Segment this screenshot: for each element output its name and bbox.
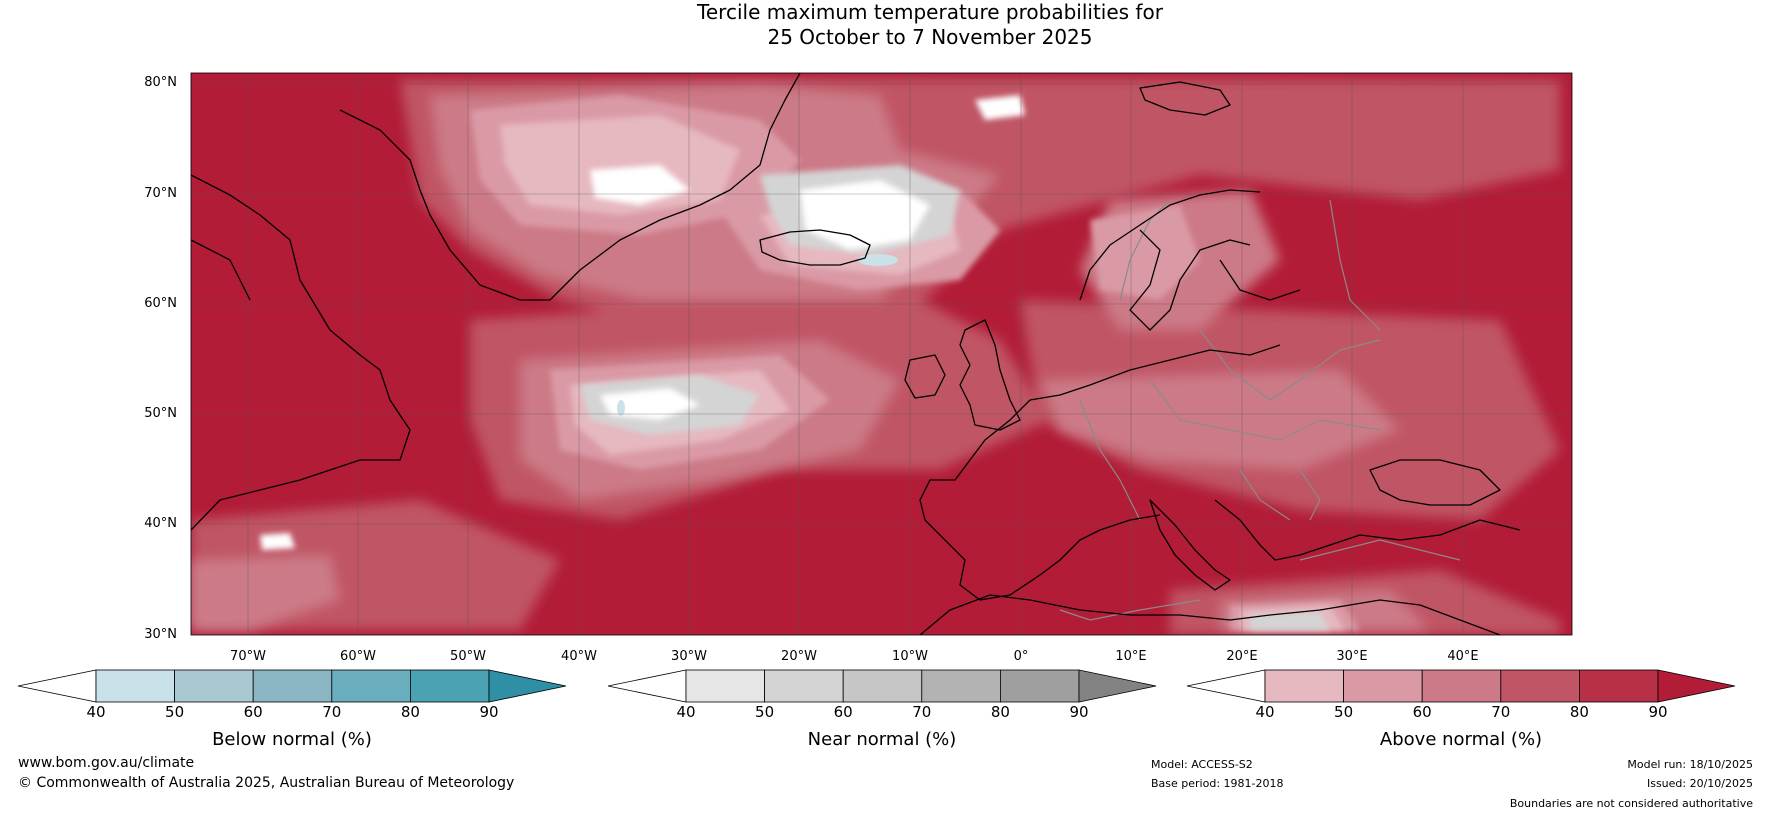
near-colorbar-low-extension <box>607 669 687 703</box>
below-colorbar-low-extension <box>17 669 97 703</box>
map-field <box>191 73 1572 635</box>
base-period-text: Base period: 1981-2018 <box>1151 777 1284 790</box>
above-colorbar-segment <box>1579 669 1659 703</box>
lat-label-30: 30°N <box>144 627 177 642</box>
lon-label-50w: 50°W <box>450 649 486 664</box>
website-link[interactable]: www.bom.gov.au/climate <box>18 755 195 771</box>
lat-label-50: 50°N <box>144 406 177 421</box>
near-colorbar-high-extension <box>1078 669 1157 703</box>
title-line-2: 25 October to 7 November 2025 <box>767 25 1093 49</box>
coastlines <box>191 73 1521 635</box>
below-normal-areas <box>617 254 898 416</box>
below-colorbar-segment <box>409 669 490 703</box>
model-text: Model: ACCESS-S2 <box>1151 758 1253 771</box>
near-colorbar-tick: 80 <box>990 703 1010 721</box>
lat-label-70: 70°N <box>144 186 177 201</box>
below-colorbar-segment <box>174 669 254 703</box>
lon-label-60w: 60°W <box>340 649 376 664</box>
country-borders <box>1059 199 1461 621</box>
lon-label-40e: 40°E <box>1447 649 1479 664</box>
copyright-text: © Commonwealth of Australia 2025, Austra… <box>18 775 515 791</box>
lon-label-20w: 20°W <box>781 649 817 664</box>
lon-label-70w: 70°W <box>230 649 266 664</box>
near-colorbar-tick: 60 <box>833 703 853 721</box>
lon-label-30e: 30°E <box>1336 649 1368 664</box>
model-run-text: Model run: 18/10/2025 <box>1627 758 1753 771</box>
lon-label-30w: 30°W <box>671 649 707 664</box>
below-colorbar-tick: 80 <box>400 703 420 721</box>
above-colorbar-low-extension <box>1186 669 1266 703</box>
below-colorbar-high-extension <box>488 669 567 703</box>
title-line-1: Tercile maximum temperature probabilitie… <box>697 0 1163 24</box>
lon-label-40w: 40°W <box>561 649 597 664</box>
below-colorbar-tick: 40 <box>86 703 106 721</box>
above-colorbar-segment <box>1264 669 1344 703</box>
above-colorbar-segment <box>1500 669 1580 703</box>
near-colorbar-tick: 40 <box>676 703 696 721</box>
map-frame <box>190 72 1573 636</box>
above-colorbar-segment <box>1421 669 1502 703</box>
lon-label-0: 0° <box>1013 649 1029 664</box>
lon-label-10e: 10°E <box>1115 649 1147 664</box>
below-colorbar-segment <box>331 669 411 703</box>
near-colorbar-tick: 70 <box>912 703 932 721</box>
lon-label-20e: 20°E <box>1226 649 1258 664</box>
near-colorbar-tick: 90 <box>1069 703 1089 721</box>
lon-label-10w: 10°W <box>892 649 928 664</box>
lat-label-80: 80°N <box>144 75 177 90</box>
colorbars-group <box>17 669 1736 703</box>
near-colorbar-segment <box>1000 669 1080 703</box>
near-colorbar-segment <box>685 669 765 703</box>
above-colorbar-tick: 70 <box>1491 703 1511 721</box>
below-colorbar-segment <box>252 669 333 703</box>
above-colorbar-segment <box>1343 669 1423 703</box>
near-colorbar-tick: 50 <box>755 703 775 721</box>
above-colorbar-tick: 40 <box>1255 703 1275 721</box>
near-colorbar-segment <box>764 669 844 703</box>
issued-text: Issued: 20/10/2025 <box>1646 777 1753 790</box>
below-colorbar-tick: 70 <box>322 703 342 721</box>
near-normal-label: Near normal (%) <box>807 729 957 750</box>
above-colorbar-tick: 80 <box>1569 703 1589 721</box>
lat-label-40: 40°N <box>144 516 177 531</box>
near-colorbar-segment <box>921 669 1001 703</box>
near-colorbar-segment <box>842 669 923 703</box>
below-normal-label: Below normal (%) <box>212 729 372 750</box>
lat-label-60: 60°N <box>144 296 177 311</box>
above-colorbar-tick: 60 <box>1412 703 1432 721</box>
above-colorbar-high-extension <box>1657 669 1736 703</box>
above-colorbar-tick: 50 <box>1334 703 1354 721</box>
below-colorbar-segment <box>95 669 175 703</box>
chart-title: Tercile maximum temperature probabilitie… <box>0 0 1770 50</box>
below-colorbar-tick: 50 <box>165 703 185 721</box>
above-colorbar-tick: 90 <box>1648 703 1668 721</box>
below-colorbar-tick: 60 <box>243 703 263 721</box>
above-normal-label: Above normal (%) <box>1379 729 1543 750</box>
below-colorbar-tick: 90 <box>479 703 499 721</box>
disclaimer-text: Boundaries are not considered authoritat… <box>1509 797 1753 810</box>
